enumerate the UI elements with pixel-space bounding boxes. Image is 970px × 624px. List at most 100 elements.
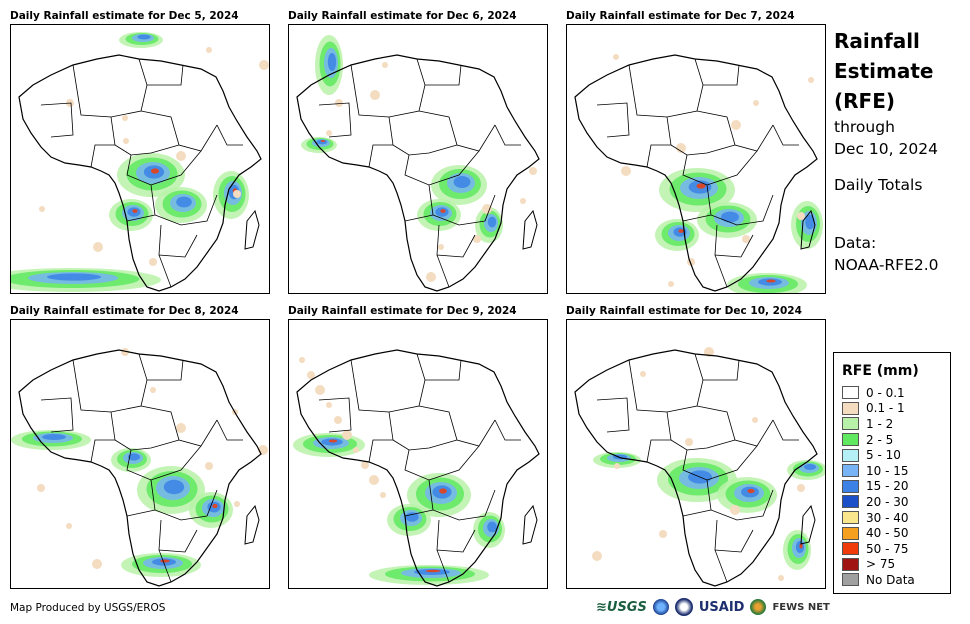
rainfall-blobs [293, 357, 505, 585]
country-border [404, 214, 434, 222]
rainfall-map [288, 319, 548, 589]
rain-area [805, 214, 815, 230]
rainfall-blobs [301, 35, 537, 282]
country-border [404, 509, 434, 517]
country-border [428, 184, 496, 226]
light-rain-speck [730, 505, 740, 515]
rain-area [163, 479, 185, 495]
legend-item: 5 - 10 [842, 447, 950, 463]
legend-item: 40 - 50 [842, 525, 950, 541]
light-rain-speck [426, 272, 436, 282]
light-rain-speck [752, 417, 758, 423]
legend-item: 50 - 75 [842, 541, 950, 557]
light-rain-speck [520, 198, 526, 204]
rain-area [439, 488, 447, 494]
legend-swatch [842, 401, 859, 415]
light-rain-speck [529, 167, 537, 175]
light-rain-speck [361, 461, 369, 469]
usaid-logo: USAID [698, 599, 745, 615]
map-panel-dec5: Daily Rainfall estimate for Dec 5, 2024 [10, 10, 272, 294]
map-panel-dec10: Daily Rainfall estimate for Dec 10, 2024 [566, 305, 828, 589]
legend-label: 5 - 10 [866, 448, 901, 463]
legend-title: RFE (mm) [842, 363, 919, 379]
country-border [703, 64, 740, 86]
legend-item: 0 - 0.1 [842, 385, 950, 401]
data-label: Data: [834, 234, 877, 252]
country-border [392, 439, 458, 451]
country-border [388, 58, 426, 118]
country-border [772, 419, 799, 441]
rain-area [320, 140, 326, 142]
legend-label: > 75 [866, 557, 896, 572]
light-rain-speck [731, 120, 741, 130]
light-rain-speck [797, 484, 805, 492]
light-rain-speck [353, 447, 359, 453]
light-rain-speck [676, 143, 686, 153]
country-border [90, 144, 115, 168]
rainfall-map [10, 319, 270, 589]
legend-swatch [842, 511, 859, 525]
country-border [628, 64, 672, 146]
country-border [682, 214, 712, 222]
madagascar-outline [800, 504, 816, 545]
legend-label: 30 - 40 [866, 510, 909, 525]
country-border [158, 519, 198, 553]
country-border [368, 439, 393, 463]
country-border [714, 224, 754, 258]
legend-swatch [842, 448, 859, 462]
rain-area [678, 229, 684, 233]
credit-text: Map Produced by USGS/EROS [10, 602, 166, 614]
panel-title: Daily Rainfall estimate for Dec 9, 2024 [288, 305, 517, 317]
rain-area [327, 53, 337, 71]
country-border [158, 224, 198, 258]
country-border [670, 439, 736, 451]
rainfall-map [10, 24, 270, 294]
country-border [646, 144, 671, 168]
light-rain-speck [753, 100, 759, 106]
map-panel-dec9: Daily Rainfall estimate for Dec 9, 2024 [288, 305, 550, 589]
legend-swatch [842, 386, 859, 400]
legend-swatch [842, 526, 859, 540]
africa-map-svg [11, 348, 268, 587]
country-border [114, 439, 180, 451]
light-rain-speck [382, 62, 388, 68]
country-border [216, 124, 243, 146]
light-rain-speck [315, 385, 325, 395]
light-rain-speck [326, 402, 332, 408]
legend-label: 10 - 15 [866, 463, 909, 478]
country-border [147, 359, 184, 381]
country-border [158, 549, 172, 583]
africa-map-svg [574, 347, 825, 587]
light-rain-speck [92, 559, 102, 569]
country-border [436, 549, 450, 583]
light-rain-speck [176, 423, 186, 433]
country-border [703, 359, 740, 381]
country-border [628, 359, 672, 441]
country-border [428, 479, 496, 521]
rain-area [150, 168, 160, 174]
light-rain-speck [259, 60, 269, 70]
light-rain-speck [233, 190, 241, 198]
africa-map-svg [293, 349, 540, 587]
rain-area [405, 512, 419, 522]
rainfall-map [566, 319, 826, 589]
country-border [368, 144, 393, 168]
usgs-logo: ≋USGS [596, 599, 647, 615]
rain-area [487, 521, 497, 533]
light-rain-speck [93, 242, 103, 252]
legend-label: 0 - 0.1 [866, 385, 905, 400]
legend-label: No Data [866, 572, 915, 587]
light-rain-speck [613, 54, 619, 60]
light-rain-speck [205, 462, 213, 470]
rain-area [212, 503, 218, 509]
light-rain-speck [299, 357, 305, 363]
light-rain-speck [123, 138, 129, 144]
country-border [596, 102, 630, 138]
rain-area [42, 434, 66, 440]
light-rain-speck [668, 281, 674, 287]
light-rain-speck [438, 244, 444, 250]
country-border [425, 64, 462, 86]
rainfall-blobs [11, 32, 269, 292]
light-rain-speck [234, 501, 240, 507]
